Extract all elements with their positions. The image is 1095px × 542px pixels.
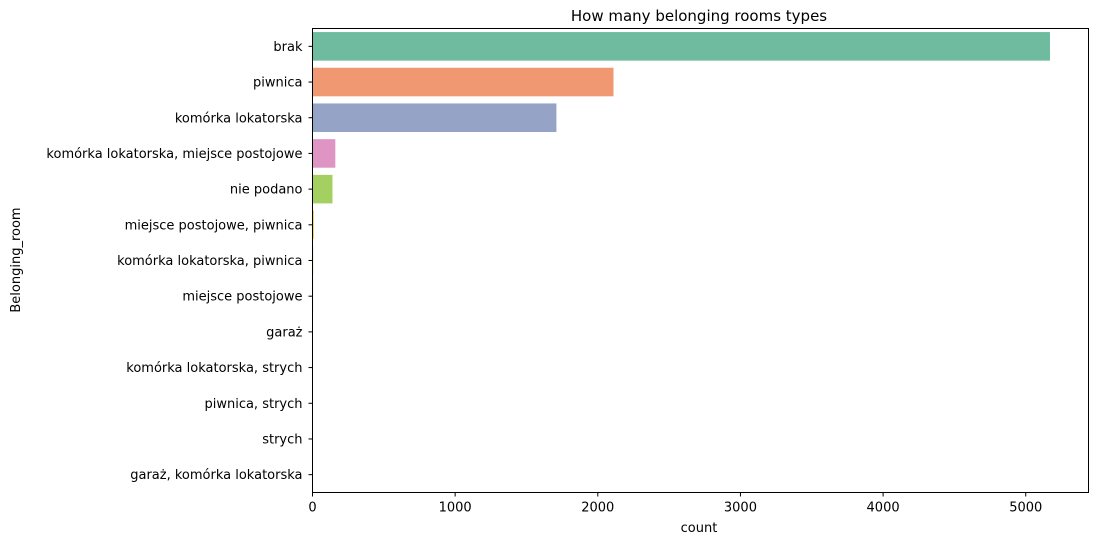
y-tick-label-9: komórka lokatorska, strych xyxy=(126,361,302,376)
plot-frame xyxy=(312,28,1089,493)
y-tick-label-11: strych xyxy=(262,433,302,448)
x-tick-label-4: 4000 xyxy=(867,501,900,516)
y-tick-label-6: komórka lokatorska, piwnica xyxy=(117,254,302,269)
chart-title: How many belonging rooms types xyxy=(571,7,827,25)
y-axis-label: Belonging_room xyxy=(9,207,24,312)
x-tick-label-5: 5000 xyxy=(1009,501,1042,516)
bar-5 xyxy=(312,210,314,240)
x-tick-label-3: 3000 xyxy=(724,501,757,516)
y-axis-ticks: brak piwnica komórka lokatorska komórka lok… xyxy=(46,40,313,483)
y-tick-label-2: komórka lokatorska xyxy=(175,111,303,126)
x-axis-label: count xyxy=(681,521,718,536)
x-axis-ticks: 0 1000 2000 3000 4000 5000 xyxy=(308,492,1042,516)
y-tick-label-7: miejsce postojowe xyxy=(182,290,302,305)
bars-group xyxy=(312,32,1050,489)
y-tick-label-0: brak xyxy=(273,40,303,55)
y-tick-label-10: piwnica, strych xyxy=(204,397,302,412)
bar-4 xyxy=(312,174,333,204)
y-tick-label-12: garaż, komórka lokatorska xyxy=(130,468,302,483)
y-tick-label-8: garaż xyxy=(266,325,303,340)
x-tick-label-1: 1000 xyxy=(439,501,472,516)
x-tick-label-2: 2000 xyxy=(581,501,614,516)
bar-0 xyxy=(312,32,1050,61)
y-tick-label-5: miejsce postojowe, piwnica xyxy=(125,218,303,233)
y-tick-label-4: nie podano xyxy=(230,183,303,198)
y-tick-label-3: komórka lokatorska, miejsce postojowe xyxy=(46,147,302,162)
bar-1 xyxy=(312,67,614,97)
bar-2 xyxy=(312,103,557,133)
y-tick-label-1: piwnica xyxy=(253,76,302,91)
bar-3 xyxy=(312,139,336,168)
x-tick-label-0: 0 xyxy=(308,501,316,516)
